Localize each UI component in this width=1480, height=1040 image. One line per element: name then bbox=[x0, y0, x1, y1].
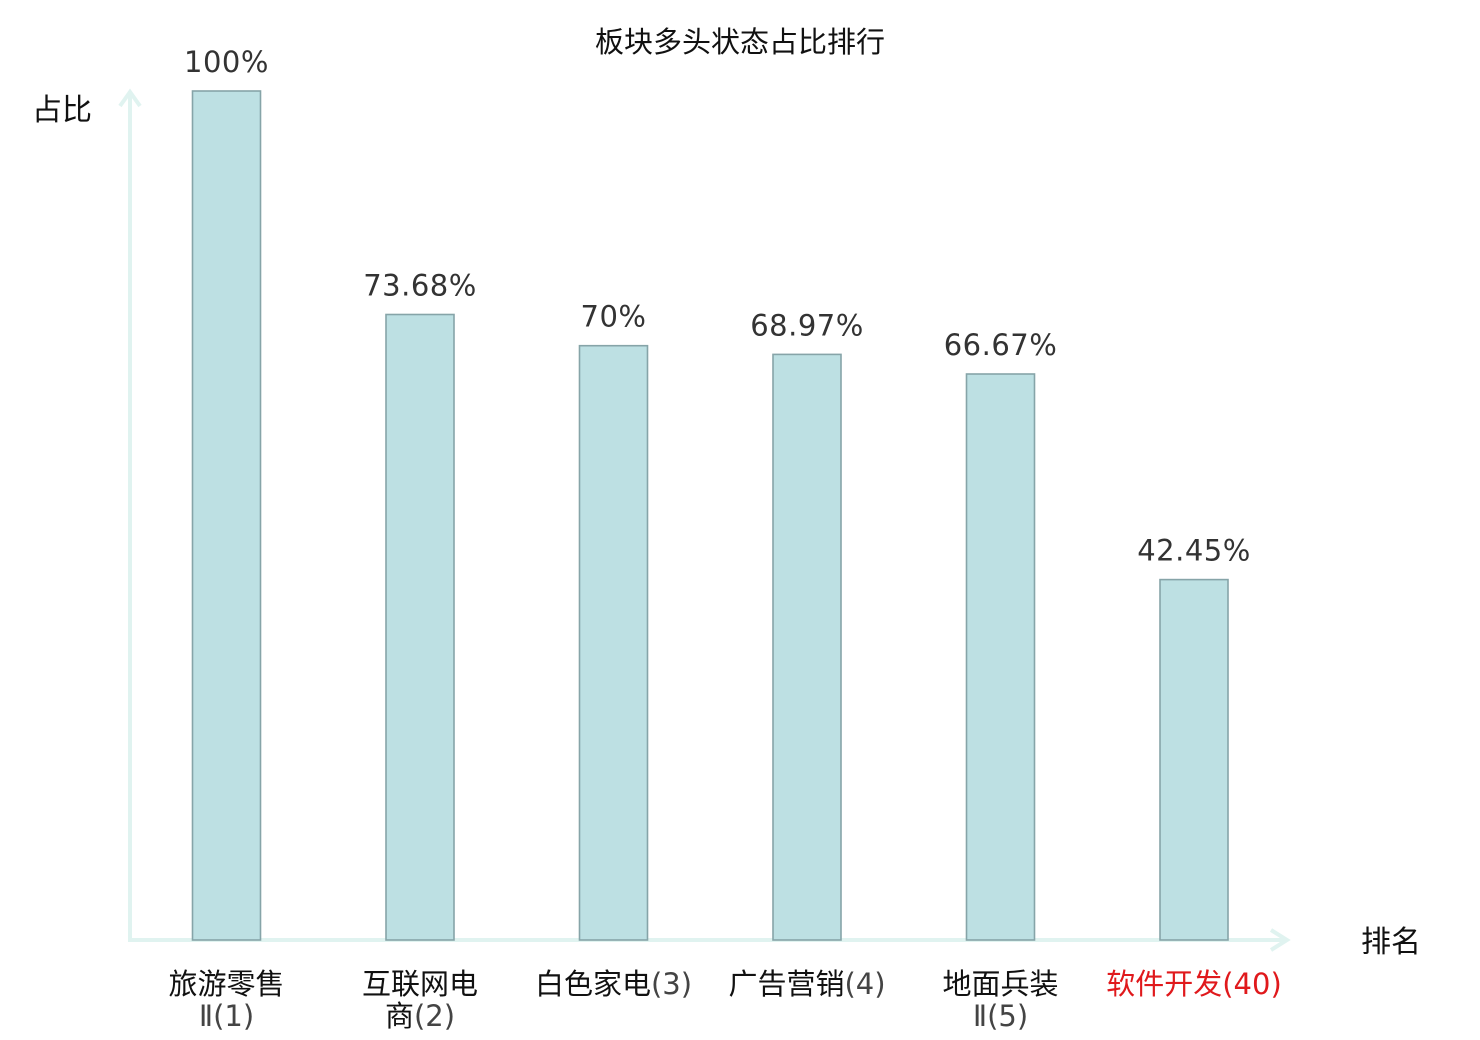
x-tick-rank: (3) bbox=[651, 967, 692, 1001]
value-labels-group: 100% 73.68% 70% 68.97% 66.67% 42.45% bbox=[184, 45, 1251, 568]
bar bbox=[191, 90, 262, 941]
data-label: 66.67% bbox=[944, 328, 1058, 362]
x-tick-name: 地面兵装 bbox=[942, 967, 1058, 1001]
x-axis-arrow-icon bbox=[1269, 928, 1291, 952]
x-tick-label: 地面兵装 Ⅱ(5) bbox=[942, 967, 1058, 1033]
x-tick-name: 广告营销 bbox=[728, 967, 844, 1001]
bar bbox=[385, 313, 455, 941]
x-tick-label: 软件开发(40) bbox=[1106, 967, 1282, 1001]
data-label: 100% bbox=[184, 45, 269, 79]
x-tick-name: 白色家电 bbox=[535, 967, 651, 1001]
data-label: 42.45% bbox=[1137, 534, 1251, 568]
x-tick-rank: (40) bbox=[1222, 967, 1282, 1001]
x-tick-label: 互联网电商(2) bbox=[362, 967, 478, 1033]
bar bbox=[772, 353, 842, 941]
data-label: 70% bbox=[581, 300, 647, 334]
x-tick-label: 广告营销(4) bbox=[728, 967, 885, 1001]
x-tick-name: 商 bbox=[385, 999, 414, 1033]
bar bbox=[965, 373, 1036, 941]
x-tick-label: 白色家电(3) bbox=[535, 967, 692, 1001]
x-tick-rank: Ⅱ(1) bbox=[199, 999, 254, 1033]
y-axis-arrow-icon bbox=[118, 88, 142, 108]
x-tick-rank: (4) bbox=[844, 967, 885, 1001]
x-tick-label: 旅游零售 Ⅱ(1) bbox=[168, 967, 284, 1033]
data-label: 68.97% bbox=[750, 308, 864, 342]
x-tick-name: 旅游零售 bbox=[168, 967, 284, 1001]
x-tick-rank: Ⅱ(5) bbox=[973, 999, 1028, 1033]
y-axis bbox=[118, 88, 142, 940]
bar bbox=[1159, 578, 1229, 941]
x-tick-name: 软件开发 bbox=[1106, 967, 1222, 1001]
category-labels-group: 旅游零售 Ⅱ(1) 互联网电商(2) 白色家电(3) 广告营销(4) 地面兵装 Ⅱ(5) 软件… bbox=[168, 967, 1281, 1033]
x-tick-name: 互联网电 bbox=[362, 967, 478, 1001]
x-tick-rank: (2) bbox=[414, 999, 455, 1033]
data-label: 73.68% bbox=[363, 269, 477, 303]
x-axis-title: 排名 bbox=[1361, 925, 1421, 960]
bar bbox=[578, 344, 649, 941]
y-axis-title: 占比 bbox=[32, 93, 92, 128]
bars-group bbox=[191, 90, 1229, 941]
x-axis bbox=[128, 928, 1291, 952]
chart-title: 板块多头状态占比排行 bbox=[595, 25, 885, 59]
